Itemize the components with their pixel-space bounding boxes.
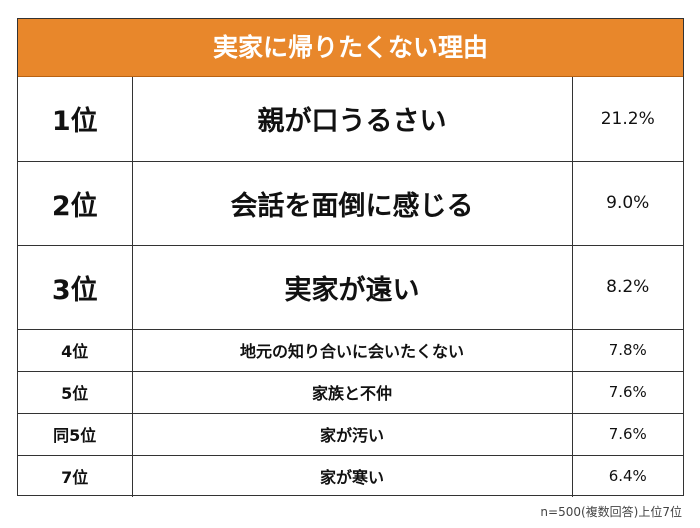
percent-cell: 7.6% [571,412,683,456]
percent-cell: 6.4% [571,454,683,497]
table-row: 2位 会話を面倒に感じる 9.0% [18,160,683,246]
rank-cell: 7位 [18,454,133,497]
reason-cell: 家が寒い [131,454,573,497]
table-row: 5位 家族と不仲 7.6% [18,370,683,414]
rank-cell: 2位 [18,160,133,246]
reason-cell: 親が口うるさい [131,77,573,162]
reason-cell: 家族と不仲 [131,370,573,414]
table-row: 1位 親が口うるさい 21.2% [18,77,683,162]
ranking-table: 1位 親が口うるさい 21.2% 2位 会話を面倒に感じる 9.0% 3位 実家… [18,77,683,497]
percent-cell: 7.6% [571,370,683,414]
reason-cell: 実家が遠い [131,244,573,330]
table-title: 実家に帰りたくない理由 [18,19,683,77]
table-row: 3位 実家が遠い 8.2% [18,244,683,330]
table-row: 7位 家が寒い 6.4% [18,454,683,497]
percent-cell: 8.2% [571,244,683,330]
percent-cell: 9.0% [571,160,683,246]
percent-cell: 21.2% [571,77,683,162]
ranking-table-frame: 実家に帰りたくない理由 1位 親が口うるさい 21.2% 2位 会話を面倒に感じ… [17,18,684,497]
reason-cell: 会話を面倒に感じる [131,160,573,246]
percent-cell: 7.8% [571,328,683,372]
table-row: 同5位 家が汚い 7.6% [18,412,683,456]
rank-cell: 1位 [18,77,133,162]
reason-cell: 地元の知り合いに会いたくない [131,328,573,372]
reason-cell: 家が汚い [131,412,573,456]
rank-cell: 4位 [18,328,133,372]
rank-cell: 5位 [18,370,133,414]
rank-cell: 同5位 [18,412,133,456]
sample-size-footnote: n=500(複数回答)上位7位 [540,505,682,519]
rank-cell: 3位 [18,244,133,330]
table-row: 4位 地元の知り合いに会いたくない 7.8% [18,328,683,372]
